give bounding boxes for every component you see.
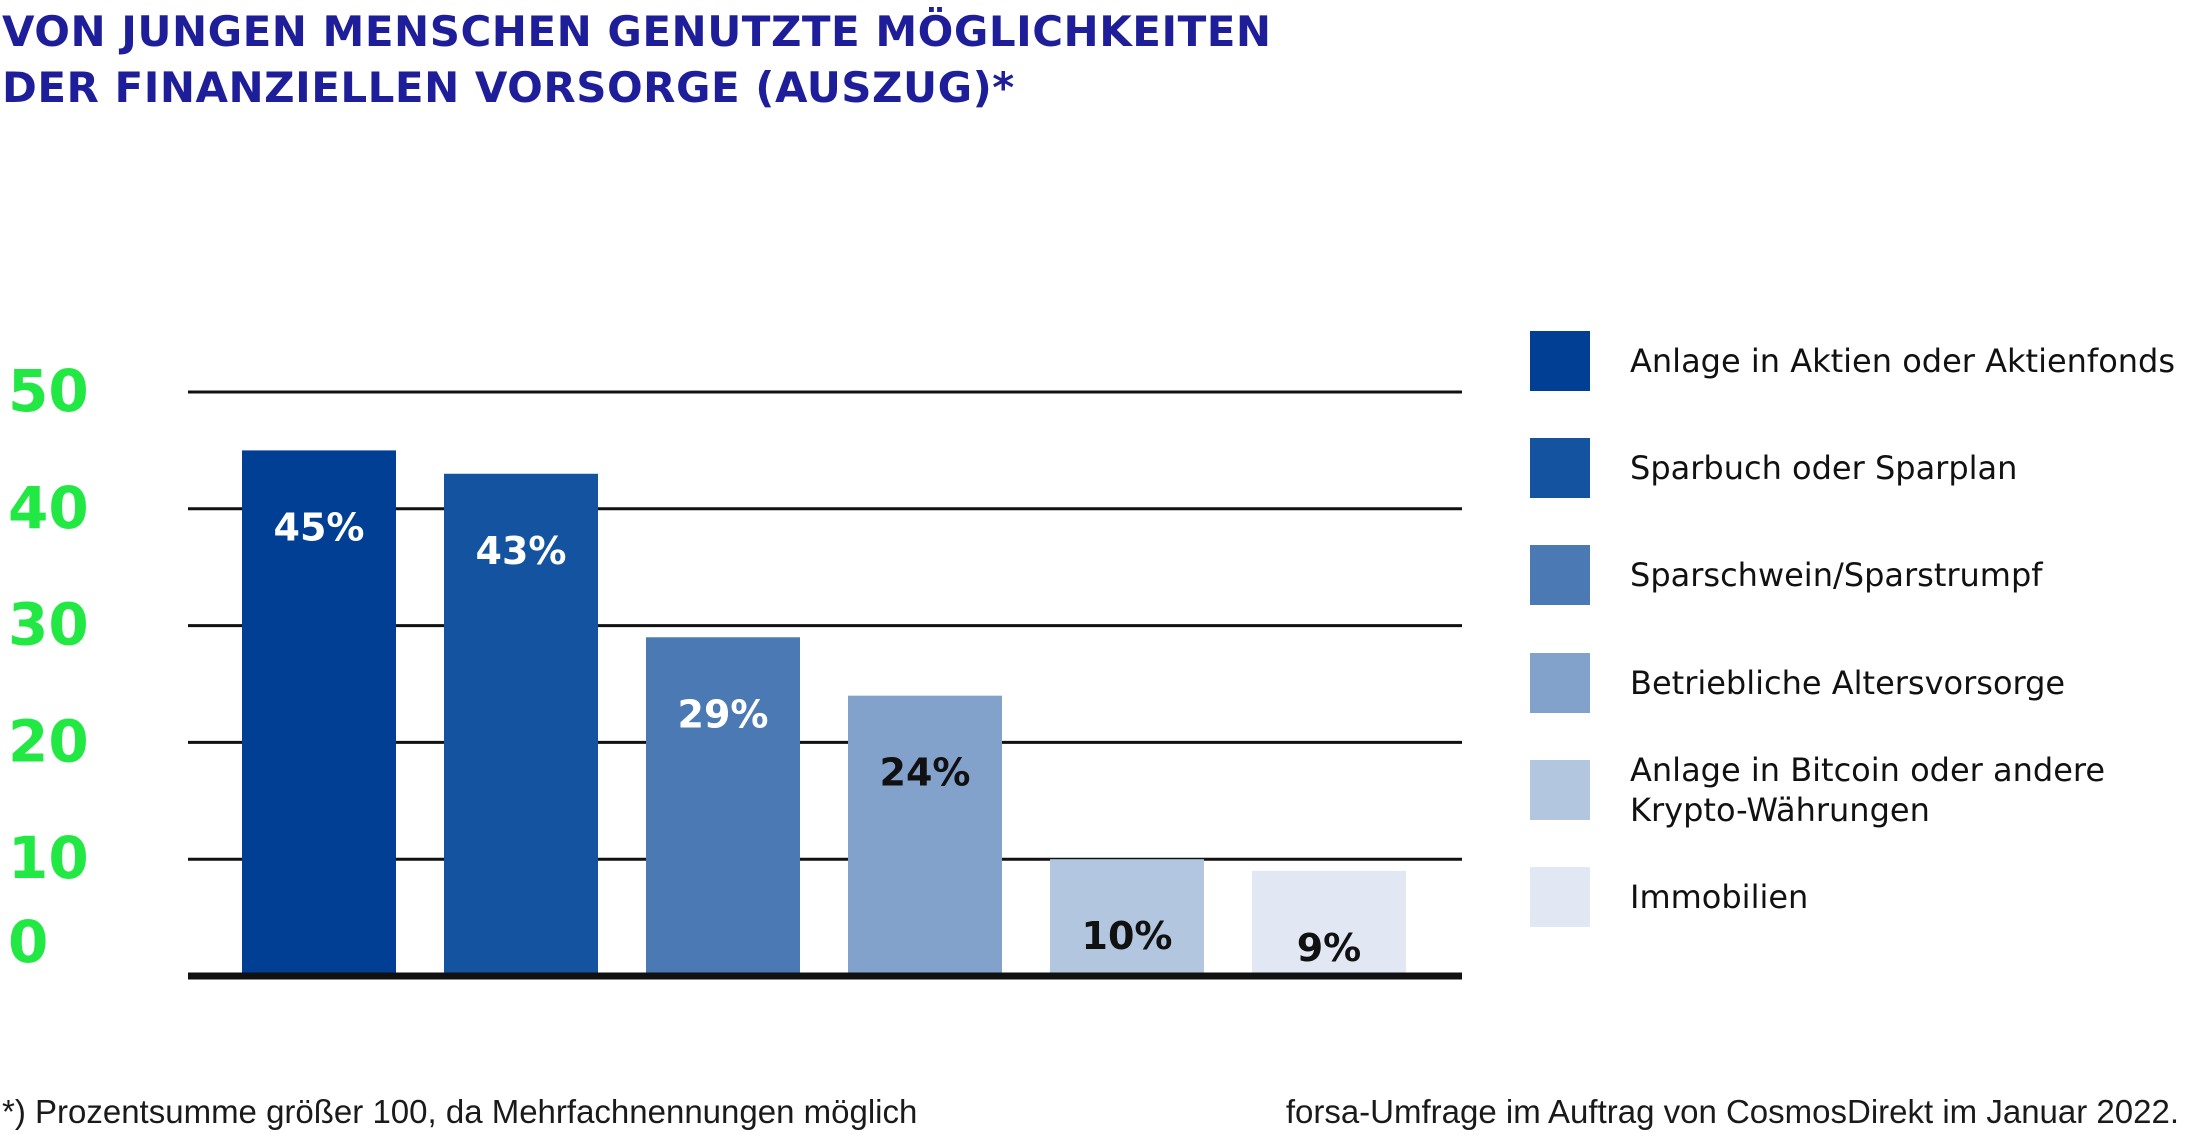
legend: Anlage in Aktien oder Aktienfonds Sparbuc…: [1530, 331, 2175, 927]
chart-title-line-1: VON JUNGEN MENSCHEN GENUTZTE MÖGLICHKEIT…: [2, 7, 1272, 56]
legend-swatch-1: [1530, 331, 1590, 391]
gridlines: [188, 390, 1462, 861]
bar-value-label-6: 9%: [1297, 926, 1362, 970]
bar-value-label-5: 10%: [1082, 914, 1173, 958]
bar-4: [848, 695, 1002, 974]
bar-value-label-2: 43%: [476, 529, 567, 573]
legend-swatch-4: [1530, 653, 1590, 713]
legend-label-6: Immobilien: [1630, 878, 1808, 916]
legend-swatch-5: [1530, 760, 1590, 820]
bar-5: [1050, 859, 1204, 974]
y-tick-label-40: 40: [8, 474, 89, 542]
legend-label-5-line-1: Anlage in Bitcoin oder andere: [1630, 751, 2105, 789]
legend-swatch-6: [1530, 867, 1590, 927]
bar-3: [646, 637, 800, 974]
legend-label-5-line-2: Krypto-Währungen: [1630, 791, 1930, 829]
y-tick-label-30: 30: [8, 591, 89, 659]
bar-1: [242, 450, 396, 974]
chart-title-line-2: DER FINANZIELLEN VORSORGE (AUSZUG)*: [2, 63, 1015, 112]
legend-label-3: Sparschwein/Sparstrumpf: [1630, 556, 2043, 594]
bar-labels: 45% 43% 29% 24% 10% 9%: [274, 505, 1362, 969]
y-tick-label-0: 0: [8, 908, 48, 976]
legend-label-1: Anlage in Aktien oder Aktienfonds: [1630, 342, 2175, 380]
bar-value-label-1: 45%: [274, 505, 365, 549]
y-axis-ticks: 0 10 20 30 40 50: [8, 357, 89, 976]
bars: [242, 450, 1406, 974]
source-note: forsa-Umfrage im Auftrag von CosmosDirek…: [1285, 1093, 2179, 1130]
footnote: *) Prozentsumme größer 100, da Mehrfachn…: [2, 1093, 918, 1130]
legend-label-2: Sparbuch oder Sparplan: [1630, 449, 2017, 487]
legend-swatch-2: [1530, 438, 1590, 498]
bar-2: [444, 473, 598, 974]
bar-value-label-4: 24%: [880, 751, 971, 795]
y-tick-label-20: 20: [8, 707, 89, 775]
chart-title: VON JUNGEN MENSCHEN GENUTZTE MÖGLICHKEIT…: [2, 4, 1272, 116]
y-tick-label-50: 50: [8, 357, 89, 425]
legend-swatch-3: [1530, 545, 1590, 605]
legend-label-4: Betriebliche Altersvorsorge: [1630, 664, 2065, 702]
bar-value-label-3: 29%: [678, 692, 769, 736]
bar-6: [1252, 870, 1406, 974]
y-tick-label-10: 10: [8, 824, 89, 892]
